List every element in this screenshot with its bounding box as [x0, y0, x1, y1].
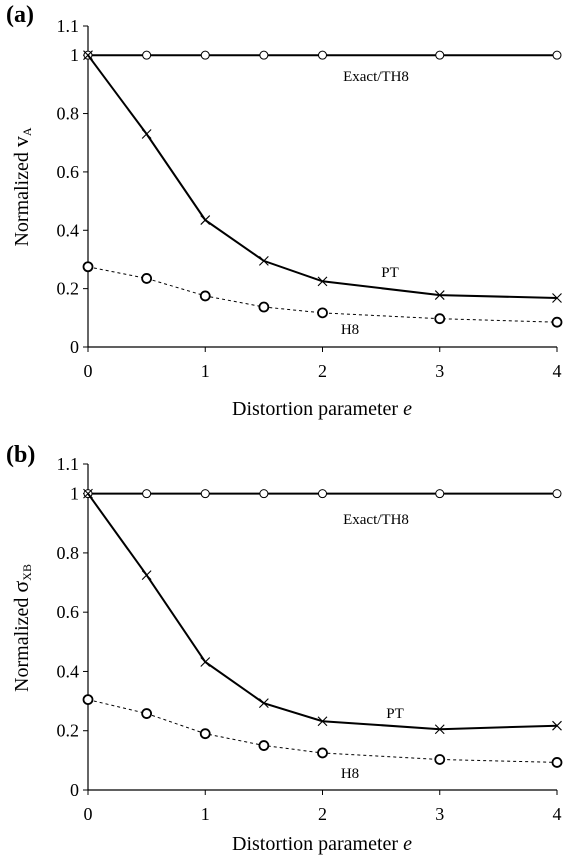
panel-label: (b): [6, 442, 35, 468]
panel-label: (a): [6, 2, 34, 28]
y-tick-label: 0.4: [57, 220, 80, 240]
x-tick-label: 4: [553, 804, 562, 824]
series-annotation: H8: [341, 322, 359, 338]
x-axis-title: Distortion parameter e: [232, 398, 412, 420]
point-marker-pt: [317, 716, 328, 727]
point-marker-h8: [141, 708, 153, 719]
point-marker-h8: [82, 694, 94, 706]
y-tick-label: 1: [70, 484, 79, 504]
point-marker-pt: [83, 50, 93, 61]
series-annotation: H8: [341, 766, 359, 782]
series-annotation: Exact/TH8: [343, 69, 409, 85]
x-tick-label: 0: [84, 361, 93, 381]
x-tick-label: 2: [318, 361, 327, 381]
point-marker-exact-th8: [142, 50, 152, 60]
point-marker-h8: [434, 313, 446, 325]
x-tick-label: 2: [318, 804, 327, 824]
point-marker-exact-th8: [142, 489, 152, 499]
point-marker-pt: [258, 256, 269, 266]
point-marker-exact-th8: [318, 489, 327, 499]
y-tick-label: 0.6: [57, 162, 80, 182]
point-marker-pt: [552, 720, 562, 731]
y-axis-title: Normalized vA: [8, 127, 34, 246]
point-marker-pt: [200, 657, 211, 667]
point-marker-exact-th8: [552, 50, 562, 60]
y-tick-label: 1.1: [57, 454, 80, 474]
series-annotation: PT: [381, 265, 399, 281]
series-annotation: PT: [386, 706, 404, 722]
x-tick-label: 3: [435, 361, 444, 381]
point-marker-h8: [317, 747, 328, 759]
y-axis-title: Normalized σXB: [8, 564, 34, 692]
point-marker-exact-th8: [200, 489, 210, 499]
point-marker-exact-th8: [318, 50, 327, 60]
point-marker-h8: [434, 754, 446, 765]
point-marker-h8: [199, 728, 211, 740]
chart-a: 0 0.2 0.4 0.6 0.8 1 1.1 0 1 2 3 4 Exact/TH8 PT H8 (a) Di…: [6, 2, 563, 420]
y-tick-label: 0: [70, 337, 79, 357]
y-tick-label: 0.2: [57, 279, 80, 299]
point-marker-pt: [434, 290, 445, 300]
y-tick-label: 1: [70, 45, 79, 65]
point-marker-pt: [141, 129, 152, 139]
point-marker-pt: [434, 724, 445, 735]
point-marker-exact-th8: [259, 50, 269, 60]
y-tick-label: 0.8: [57, 104, 80, 124]
y-tick-label: 1.1: [57, 16, 80, 36]
point-marker-exact-th8: [435, 489, 445, 499]
x-tick-label: 1: [201, 804, 210, 824]
point-marker-pt: [83, 488, 93, 499]
series-line-pt: [87, 493, 558, 731]
point-marker-h8: [317, 307, 328, 319]
x-axis-title: Distortion parameter e: [232, 833, 412, 855]
point-marker-pt: [258, 698, 269, 709]
point-marker-exact-th8: [200, 50, 210, 60]
point-marker-pt: [317, 276, 328, 287]
point-marker-h8: [141, 273, 153, 284]
x-tick-label: 3: [435, 804, 444, 824]
x-tick-label: 0: [84, 804, 93, 824]
point-marker-pt: [141, 570, 152, 581]
series-line-pt: [87, 54, 558, 299]
y-tick-label: 0.8: [57, 543, 80, 563]
point-marker-h8: [82, 261, 94, 273]
chart-b: 0 0.2 0.4 0.6 0.8 1 1.1 0 1 2 3 4 Exact/TH8 PT H8 (b) Di…: [6, 442, 563, 855]
point-marker-pt: [200, 215, 211, 225]
y-tick-label: 0.6: [57, 602, 80, 622]
y-tick-label: 0.4: [57, 661, 80, 681]
point-marker-h8: [551, 757, 563, 768]
point-marker-exact-th8: [435, 50, 445, 60]
point-marker-exact-th8: [552, 489, 562, 499]
x-tick-label: 1: [201, 361, 210, 381]
point-marker-h8: [258, 740, 270, 751]
point-marker-pt: [552, 293, 562, 303]
x-tick-label: 4: [553, 361, 562, 381]
point-marker-h8: [551, 316, 563, 328]
y-tick-label: 0.2: [57, 721, 80, 741]
point-marker-exact-th8: [259, 489, 269, 499]
series-annotation: Exact/TH8: [343, 512, 409, 528]
y-tick-label: 0: [70, 780, 79, 800]
point-marker-h8: [258, 301, 270, 313]
point-marker-h8: [199, 290, 211, 302]
